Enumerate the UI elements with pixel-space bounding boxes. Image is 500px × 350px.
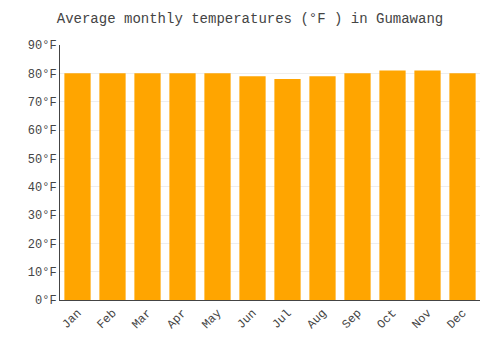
svg-text:Dec: Dec xyxy=(444,307,469,332)
svg-text:Sep: Sep xyxy=(339,307,364,332)
svg-text:Jul: Jul xyxy=(269,307,294,332)
svg-text:Nov: Nov xyxy=(409,307,434,332)
svg-text:70°F: 70°F xyxy=(28,96,57,110)
svg-text:0°F: 0°F xyxy=(35,294,57,308)
svg-text:Feb: Feb xyxy=(94,307,119,332)
svg-text:50°F: 50°F xyxy=(28,153,57,167)
svg-text:Mar: Mar xyxy=(129,307,154,332)
svg-text:10°F: 10°F xyxy=(28,266,57,280)
svg-text:Average monthly temperatures (: Average monthly temperatures (°F ) in Gu… xyxy=(57,11,443,27)
svg-text:Aug: Aug xyxy=(304,307,329,332)
svg-text:40°F: 40°F xyxy=(28,181,57,195)
svg-text:Jun: Jun xyxy=(234,307,259,332)
svg-text:Oct: Oct xyxy=(374,307,399,332)
svg-text:Jan: Jan xyxy=(59,307,84,332)
svg-text:90°F: 90°F xyxy=(28,39,57,53)
svg-text:Apr: Apr xyxy=(164,307,189,332)
svg-text:80°F: 80°F xyxy=(28,68,57,82)
svg-text:May: May xyxy=(199,307,224,332)
svg-text:20°F: 20°F xyxy=(28,238,57,252)
svg-text:30°F: 30°F xyxy=(28,209,57,223)
svg-text:60°F: 60°F xyxy=(28,124,57,138)
